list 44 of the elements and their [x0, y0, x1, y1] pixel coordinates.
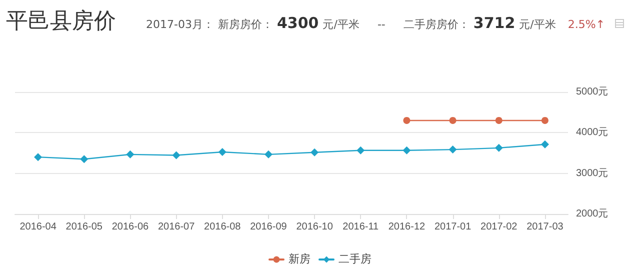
point [218, 148, 226, 156]
point [264, 150, 272, 158]
x-tick-label: 2016-07 [158, 222, 196, 232]
text: 元/平米 [322, 18, 360, 31]
legend-label: 新房 [288, 252, 310, 266]
x-tick-label: 2016-06 [112, 222, 149, 232]
x-tick-label: 2016-09 [250, 222, 288, 232]
legend-label: 二手房 [338, 252, 372, 266]
text: 4300 [276, 14, 319, 32]
x-tick-label: 2016-11 [342, 222, 380, 232]
text: 3712 [473, 14, 516, 32]
y-tick-label: 2000元 [576, 208, 608, 220]
point [541, 116, 548, 124]
x-tick-label: 2017-03 [526, 222, 564, 232]
point [310, 148, 319, 156]
point [494, 144, 503, 152]
point [403, 116, 410, 124]
x-tick-label: 2016-04 [20, 222, 57, 232]
point [126, 150, 134, 158]
x-tick-label: 2016-12 [388, 222, 426, 232]
point [448, 146, 457, 154]
x-tick-label: 2017-02 [480, 222, 518, 232]
text: 新房房价： [218, 18, 273, 31]
text: 2.5%↑ [568, 18, 606, 31]
point [172, 151, 180, 160]
point [80, 155, 88, 164]
text: 2017-03月： [146, 18, 214, 31]
y-tick-label: 5000元 [576, 86, 608, 98]
y-tick-label: 3000元 [576, 168, 608, 179]
x-tick-label: 2016-10 [296, 222, 334, 232]
chart-title: 平邑县房价 [6, 8, 116, 36]
point [495, 116, 502, 124]
point [449, 116, 456, 124]
point [356, 146, 365, 154]
text: -- [377, 18, 386, 31]
x-tick-label: 2016-08 [204, 222, 242, 232]
x-tick-label: 2016-05 [66, 222, 103, 232]
point [34, 153, 42, 162]
y-tick-label: 4000元 [576, 127, 608, 138]
point [540, 140, 549, 148]
text: 元/平米 [519, 18, 556, 31]
point [402, 146, 411, 154]
x-tick-label: 2017-01 [434, 222, 472, 232]
text: 二手房房价： [403, 18, 470, 31]
